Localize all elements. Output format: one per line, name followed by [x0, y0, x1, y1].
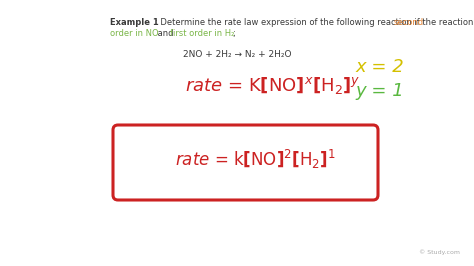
- Text: 2NO + 2H₂ → N₂ + 2H₂O: 2NO + 2H₂ → N₂ + 2H₂O: [183, 50, 291, 59]
- Text: first order in H₂: first order in H₂: [170, 29, 234, 38]
- Text: and: and: [155, 29, 176, 38]
- Text: y = 1: y = 1: [355, 82, 404, 100]
- Text: : Determine the rate law expression of the following reaction if the reaction is: : Determine the rate law expression of t…: [155, 18, 474, 27]
- Text: ;: ;: [232, 29, 235, 38]
- Text: Example 1: Example 1: [110, 18, 159, 27]
- Text: second: second: [394, 18, 424, 27]
- Text: $\mathit{rate}$ = k$\mathbf{[}$NO$\mathbf{]}^2$$\mathbf{[}$H$_2$$\mathbf{]}^1$: $\mathit{rate}$ = k$\mathbf{[}$NO$\mathb…: [175, 148, 336, 171]
- Text: © Study.com: © Study.com: [419, 249, 460, 255]
- Text: x = 2: x = 2: [355, 58, 404, 76]
- Text: $\mathit{rate}$ = K$\mathbf{[}$NO$\mathbf{]}^x$$\mathbf{[}$H$_2$$\mathbf{]}^y$: $\mathit{rate}$ = K$\mathbf{[}$NO$\mathb…: [185, 75, 361, 96]
- FancyBboxPatch shape: [113, 125, 378, 200]
- Text: order in NO: order in NO: [110, 29, 159, 38]
